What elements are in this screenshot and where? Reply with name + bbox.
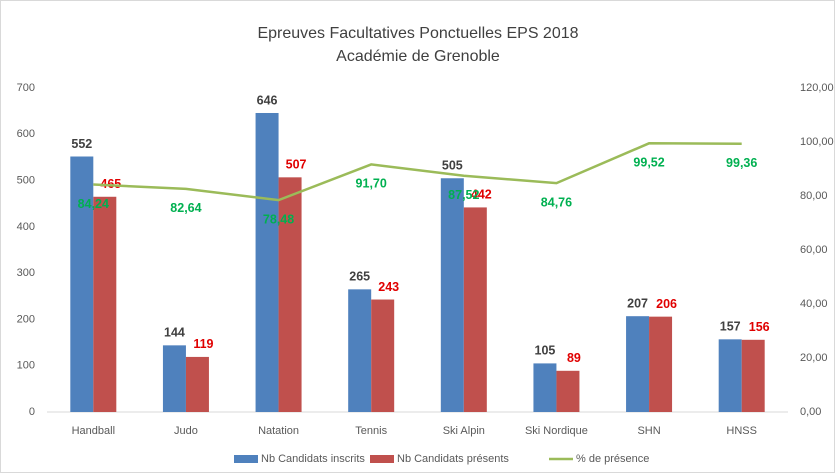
bar-value-label: 646: [257, 93, 278, 107]
x-tick-label: Natation: [258, 425, 299, 437]
bar: [718, 339, 742, 412]
y2-tick-label: 120,00: [800, 82, 834, 94]
line-value-label: 82,64: [170, 201, 201, 215]
bar-value-label: 552: [71, 137, 92, 151]
x-tick-label: HNSS: [726, 425, 757, 437]
bar: [371, 299, 395, 412]
legend-swatch: [370, 455, 394, 463]
chart-subtitle: Académie de Grenoble: [336, 48, 500, 65]
y-tick-label: 0: [29, 406, 35, 418]
bar: [741, 339, 765, 412]
line-value-label: 84,76: [541, 195, 572, 209]
bar-value-label: 206: [656, 297, 677, 311]
line-value-label: 78,48: [263, 212, 294, 226]
line-value-label: 84,24: [78, 197, 109, 211]
y-tick-label: 300: [17, 267, 35, 279]
x-tick-label: Handball: [72, 425, 115, 437]
y2-tick-label: 80,00: [800, 190, 828, 202]
bar: [440, 178, 464, 412]
line: [93, 142, 742, 202]
bar: [463, 207, 487, 412]
legend-swatch: [234, 455, 258, 463]
chart-title: Epreuves Facultatives Ponctuelles EPS 20…: [257, 25, 578, 42]
bar-value-label: 243: [378, 280, 399, 294]
bar-value-label: 505: [442, 159, 463, 173]
y-tick-label: 600: [17, 128, 35, 140]
bar: [162, 345, 186, 412]
bar: [533, 363, 557, 412]
y2-tick-label: 40,00: [800, 298, 828, 310]
bar-value-label: 465: [100, 177, 121, 191]
bar-value-label: 157: [720, 320, 741, 334]
legend-label: % de présence: [576, 453, 649, 465]
x-tick-label: Tennis: [355, 425, 387, 437]
x-tick-label: Ski Alpin: [443, 425, 485, 437]
legend-label: Nb Candidats présents: [397, 453, 509, 465]
y-tick-label: 500: [17, 174, 35, 186]
bar: [649, 316, 673, 412]
y2-tick-label: 100,00: [800, 136, 834, 148]
y-tick-label: 100: [17, 360, 35, 372]
bar-value-label: 89: [567, 351, 581, 365]
bar: [626, 316, 650, 412]
y-tick-label: 700: [17, 82, 35, 94]
line-value-label: 87,52: [448, 188, 479, 202]
bar-value-label: 442: [471, 188, 492, 202]
x-tick-label: Ski Nordique: [525, 425, 588, 437]
bar-value-label: 105: [535, 344, 556, 358]
bar: [556, 370, 580, 412]
bar-value-label: 265: [349, 270, 370, 284]
x-tick-label: SHN: [637, 425, 660, 437]
y2-tick-label: 60,00: [800, 244, 828, 256]
line-value-label: 99,52: [633, 156, 664, 170]
bar: [93, 196, 117, 412]
bar-value-label: 119: [193, 337, 213, 351]
line-value-label: 99,36: [726, 156, 757, 170]
bar-value-label: 207: [627, 296, 648, 310]
bar: [348, 289, 372, 412]
bar-value-label: 156: [749, 320, 770, 334]
x-tick-label: Judo: [174, 425, 198, 437]
line-value-label: 91,70: [356, 177, 387, 191]
y2-tick-label: 0,00: [800, 406, 821, 418]
bar: [255, 112, 279, 412]
bar: [278, 177, 302, 412]
bar: [185, 356, 209, 412]
bar-value-label: 507: [286, 158, 307, 172]
legend-label: Nb Candidats inscrits: [261, 453, 365, 465]
y-tick-label: 200: [17, 313, 35, 325]
bar-value-label: 144: [164, 326, 185, 340]
bar: [70, 156, 94, 412]
y-tick-label: 400: [17, 221, 35, 233]
y2-tick-label: 20,00: [800, 352, 828, 364]
